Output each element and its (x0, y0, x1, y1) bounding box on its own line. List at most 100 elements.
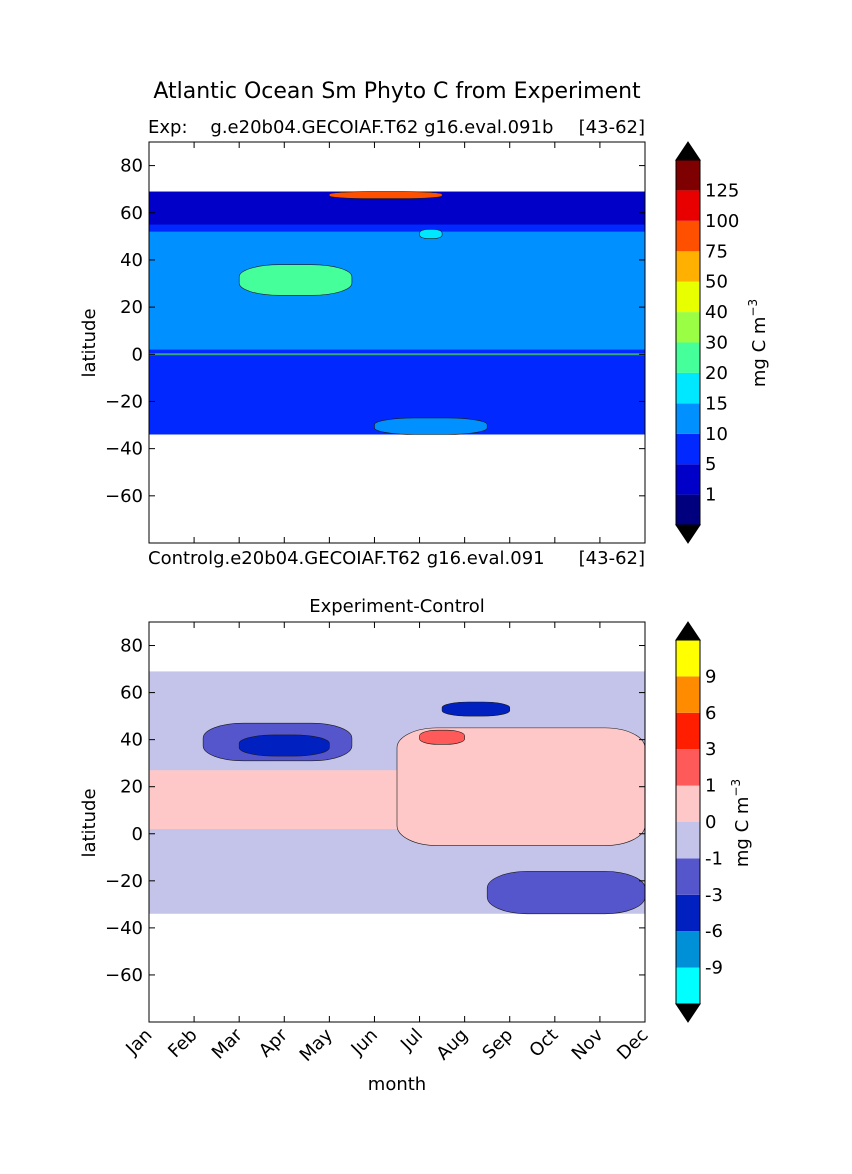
difference-ytick-label: 60 (120, 683, 143, 704)
experiment-ytick-label: −40 (105, 439, 143, 460)
difference-colorbar-tick-label: 1 (705, 776, 716, 797)
experiment-ytick-label: −60 (105, 486, 143, 507)
xtick-label: Jul (396, 1025, 427, 1056)
difference-contour-region (238, 734, 330, 757)
difference-ytick-label: 40 (120, 730, 143, 751)
difference-contour-region (441, 701, 511, 717)
experiment-colorbar-over-arrow (675, 141, 701, 161)
difference-colorbar-tick-label: 3 (705, 739, 716, 760)
experiment-colorbar-under-arrow (675, 524, 701, 544)
difference-colorbar-under-arrow (675, 1003, 701, 1023)
experiment-colorbar-swatch (676, 160, 700, 191)
panel-control-title-right: [43-62] (579, 548, 645, 569)
experiment-colorbar-swatch (676, 433, 700, 465)
difference-colorbar-tick-label: 0 (705, 812, 716, 833)
colorbar-experiment-label: mg C m−3 (746, 299, 770, 387)
experiment-colorbar-tick-label: 75 (705, 241, 728, 262)
experiment-ytick-label: −20 (105, 391, 143, 412)
difference-colorbar-swatch (676, 822, 700, 859)
xtick-label: Aug (432, 1025, 472, 1065)
difference-ytick-label: −60 (105, 965, 143, 986)
colorbar-difference-label: mg C m−3 (729, 779, 753, 867)
experiment-colorbar-swatch (676, 403, 700, 434)
xtick-label: Oct (525, 1025, 562, 1062)
xtick-label: Feb (164, 1025, 201, 1062)
experiment-colorbar-swatch (676, 220, 700, 252)
difference-colorbar-swatch (676, 858, 700, 895)
experiment-contour-region (238, 264, 353, 296)
panel-experiment-title-left: Exp: g.e20b04.GECOIAF.T62 g16.eval.091b (148, 117, 553, 138)
experiment-colorbar-tick-label: 15 (705, 393, 728, 414)
difference-colorbar-swatch (676, 785, 700, 822)
xtick-label: Mar (208, 1024, 247, 1063)
experiment-colorbar-swatch (676, 312, 700, 343)
panel-experiment: Exp: g.e20b04.GECOIAF.T62 g16.eval.091b … (79, 117, 770, 544)
difference-colorbar-tick-label: 9 (705, 666, 716, 687)
experiment-ytick-label: 40 (120, 250, 143, 271)
panel-difference-subtitle: Experiment-Control (309, 596, 485, 617)
xtick-label: Sep (478, 1025, 517, 1064)
experiment-contour-region (419, 228, 443, 240)
experiment-colorbar-tick-label: 10 (705, 424, 728, 445)
difference-colorbar-swatch (676, 712, 700, 750)
difference-colorbar-swatch (676, 749, 700, 786)
difference-ytick-label: 20 (120, 777, 143, 798)
difference-ytick-label: 0 (132, 824, 143, 845)
difference-colorbar-swatch (676, 931, 700, 968)
experiment-ytick-label: 60 (120, 203, 143, 224)
experiment-ytick-label: 20 (120, 297, 143, 318)
difference-colorbar-frame (675, 639, 701, 1005)
experiment-colorbar-swatch (676, 342, 700, 373)
panel-difference: Controlg.e20b04.GECOIAF.T62 g16.eval.091… (79, 548, 753, 1066)
experiment-colorbar-swatch (676, 464, 700, 495)
xtick-label: May (296, 1024, 337, 1065)
difference-colorbar-tick-label: -6 (705, 921, 723, 942)
difference-ytick-label: 80 (120, 636, 143, 657)
difference-colorbar-swatch (676, 676, 700, 713)
experiment-contour-region (149, 231, 645, 350)
difference-colorbar-swatch (676, 894, 700, 932)
experiment-ytick-label: 0 (132, 344, 143, 365)
difference-plot-frame (148, 621, 646, 1023)
experiment-colorbar-tick-label: 1 (705, 485, 716, 506)
difference-ytick-label: −40 (105, 918, 143, 939)
panel-experiment-ylabel: latitude (79, 308, 100, 377)
difference-ytick-label: −20 (105, 871, 143, 892)
experiment-colorbar-swatch (676, 251, 700, 282)
colorbar-difference: -9 -6 -3 -1 0 1 3 6 9 (675, 621, 723, 1023)
experiment-contour-region (329, 191, 443, 199)
difference-colorbar-swatch (676, 967, 700, 1004)
panel-difference-ylabel: latitude (79, 788, 100, 857)
difference-colorbar-tick-label: -9 (705, 958, 723, 979)
experiment-colorbar-swatch (676, 190, 700, 221)
difference-contour-region (486, 871, 646, 915)
experiment-colorbar-tick-label: 30 (705, 333, 728, 354)
xtick-label: Dec (613, 1025, 652, 1064)
figure-title: Atlantic Ocean Sm Phyto C from Experimen… (153, 79, 641, 104)
experiment-colorbar-tick-label: 100 (705, 211, 739, 232)
difference-colorbar-swatch (676, 640, 700, 677)
difference-contour-region (396, 727, 646, 846)
experiment-colorbar-tick-label: 20 (705, 363, 728, 384)
plot-area-difference: 80 60 40 20 0 −20 −40 −60 Jan Feb Mar Apr May Jun Jul A… (105, 621, 653, 1066)
panel-experiment-title-right: [43-62] (579, 117, 645, 138)
experiment-colorbar-swatch (676, 281, 700, 313)
experiment-colorbar-tick-label: 50 (705, 272, 728, 293)
experiment-colorbar-swatch (676, 372, 700, 404)
experiment-contour-region (374, 417, 488, 435)
difference-colorbar-tick-label: 6 (705, 703, 716, 724)
x-axis-label: month (368, 1074, 426, 1095)
difference-colorbar-tick-label: -3 (705, 885, 723, 906)
panel-control-title-left: Controlg.e20b04.GECOIAF.T62 g16.eval.091 (148, 548, 545, 569)
plot-area-experiment: 80 60 40 20 0 −20 −40 −60 (105, 141, 646, 544)
experiment-colorbar-frame (675, 159, 701, 526)
experiment-colorbar-tick-label: 40 (705, 302, 728, 323)
xtick-label: Jun (347, 1025, 382, 1060)
xtick-label: Jan (121, 1025, 156, 1060)
experiment-ytick-label: 80 (120, 156, 143, 177)
experiment-colorbar-swatch (676, 494, 700, 525)
experiment-colorbar-tick-label: 5 (705, 454, 716, 475)
xtick-label: Apr (255, 1024, 292, 1061)
